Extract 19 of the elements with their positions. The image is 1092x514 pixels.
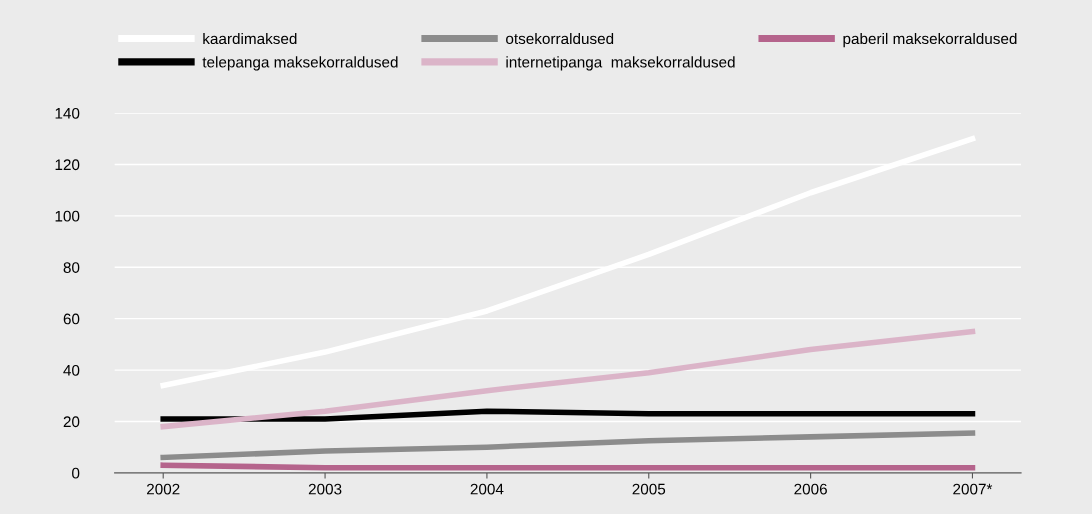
legend-label: telepanga maksekorraldused: [202, 56, 398, 71]
y-tick-label: 80: [63, 262, 80, 273]
x-tick-label: 2004: [470, 483, 504, 495]
x-tick-label: 2003: [308, 483, 342, 495]
legend-label: internetipanga maksekorraldused: [506, 56, 735, 71]
x-tick-label: 2007*: [953, 483, 993, 495]
y-tick-label: 140: [55, 107, 80, 119]
legend-label: otsekorraldused: [506, 32, 614, 45]
x-tick-label: 2006: [794, 483, 827, 495]
x-tick-label: 2005: [632, 483, 666, 495]
y-tick-label: 120: [55, 159, 80, 171]
y-tick-label: 20: [63, 416, 80, 428]
legend-label: paberil maksekorraldused: [843, 32, 1017, 48]
y-tick-label: 100: [55, 210, 80, 222]
y-tick-label: 60: [63, 313, 80, 325]
legend-label: kaardimaksed: [203, 32, 297, 45]
x-tick-label: 2002: [146, 483, 180, 495]
y-tick-label: 40: [63, 364, 80, 376]
y-tick-label: 0: [72, 467, 80, 479]
